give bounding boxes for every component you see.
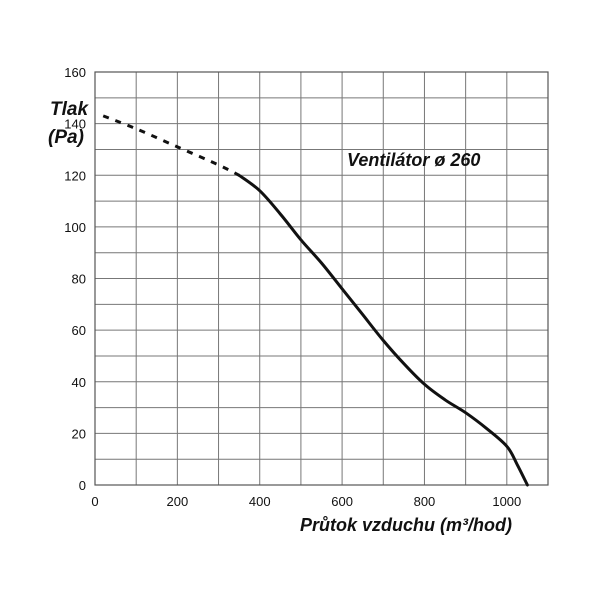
y-tick-label: 120 bbox=[64, 168, 86, 183]
y-tick-label: 0 bbox=[79, 478, 86, 493]
y-tick-label: 80 bbox=[72, 272, 86, 287]
y-tick-label: 160 bbox=[64, 65, 86, 80]
x-tick-label: 1000 bbox=[492, 494, 521, 509]
x-tick-label: 400 bbox=[249, 494, 271, 509]
x-axis-label: Průtok vzduchu (m³/hod) bbox=[300, 515, 512, 535]
y-tick-label: 100 bbox=[64, 220, 86, 235]
y-tick-label: 20 bbox=[72, 426, 86, 441]
grid bbox=[95, 72, 548, 485]
y-tick-labels: 0 20 40 60 80 100 120 140 160 bbox=[64, 65, 86, 493]
series-line-dotted bbox=[102, 114, 240, 177]
x-tick-label: 600 bbox=[331, 494, 353, 509]
y-tick-label: 140 bbox=[64, 117, 86, 132]
y-axis-label-line1: Tlak bbox=[50, 99, 89, 120]
series-line-solid bbox=[237, 173, 529, 487]
plot-frame bbox=[94, 71, 549, 486]
y-tick-label: 60 bbox=[72, 323, 86, 338]
x-tick-label: 0 bbox=[91, 494, 98, 509]
x-tick-label: 200 bbox=[167, 494, 189, 509]
x-tick-label: 800 bbox=[414, 494, 436, 509]
chart-annotation: Ventilátor ø 260 bbox=[347, 150, 480, 170]
series-layer bbox=[102, 114, 529, 487]
y-tick-label: 40 bbox=[72, 375, 86, 390]
x-tick-labels: 0 200 400 600 800 1000 bbox=[91, 494, 521, 509]
y-axis-label-line2: (Pa) bbox=[48, 127, 84, 148]
